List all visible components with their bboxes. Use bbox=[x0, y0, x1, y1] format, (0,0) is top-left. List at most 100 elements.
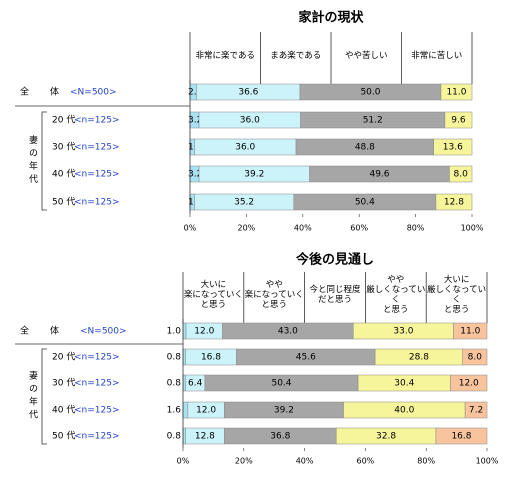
value-label: 6.4 bbox=[188, 379, 203, 389]
value-label: 50.4 bbox=[271, 379, 291, 389]
bar-segment bbox=[450, 374, 488, 392]
x-tick-label: 80% bbox=[417, 457, 435, 466]
value-label: 0.8 bbox=[167, 432, 182, 442]
value-label: 8.0 bbox=[468, 353, 483, 363]
value-label: 50.0 bbox=[360, 88, 380, 98]
x-tick-label: 60% bbox=[357, 457, 375, 466]
legend-label: 大いに 厳しくなっていく と思う bbox=[427, 275, 487, 315]
value-label: 3.2 bbox=[188, 170, 202, 180]
x-tick-label: 0% bbox=[184, 224, 197, 233]
value-label: 28.8 bbox=[409, 353, 429, 363]
x-tick-label: 40% bbox=[296, 457, 314, 466]
value-label: 48.8 bbox=[355, 143, 375, 153]
value-label: 43.0 bbox=[278, 327, 298, 337]
group-bracket bbox=[41, 348, 47, 445]
sample-size: <n=125> bbox=[74, 406, 120, 416]
bar-segment bbox=[440, 83, 473, 101]
value-label: 50.4 bbox=[355, 198, 375, 208]
value-label: 0.8 bbox=[167, 379, 182, 389]
bar-segment bbox=[433, 138, 473, 156]
value-label: 39.2 bbox=[274, 406, 294, 416]
value-label: 13.6 bbox=[443, 143, 463, 153]
category-label: 30 代 bbox=[52, 142, 75, 153]
value-label: 36.0 bbox=[240, 116, 260, 126]
legend-item: 非常に楽である bbox=[195, 51, 255, 61]
value-label: 45.6 bbox=[296, 353, 316, 363]
value-label: 16.8 bbox=[201, 353, 221, 363]
value-label: 32.8 bbox=[376, 432, 396, 442]
legend-item: やや苦しい bbox=[344, 51, 388, 61]
value-label: 1.6 bbox=[167, 406, 182, 416]
x-tick-label: 100% bbox=[476, 457, 499, 466]
value-label: 12.0 bbox=[194, 327, 214, 337]
value-label: 0.8 bbox=[167, 353, 182, 363]
x-tick-label: 20% bbox=[238, 224, 256, 233]
category-label: 50 代 bbox=[52, 197, 75, 208]
chart-title: 今後の見通し bbox=[295, 252, 374, 268]
value-label: 9.6 bbox=[451, 116, 466, 126]
x-tick-label: 40% bbox=[294, 224, 312, 233]
value-label: 33.0 bbox=[393, 327, 413, 337]
x-tick-label: 0% bbox=[177, 457, 190, 466]
value-label: 2.4 bbox=[188, 88, 203, 98]
value-label: 11.0 bbox=[446, 88, 466, 98]
value-label: 12.0 bbox=[196, 406, 216, 416]
x-tick-label: 100% bbox=[461, 224, 484, 233]
value-label: 39.2 bbox=[244, 170, 264, 180]
sample-size: <n=125> bbox=[74, 379, 120, 389]
value-label: 7.2 bbox=[469, 406, 483, 416]
value-label: 36.6 bbox=[238, 88, 258, 98]
legend-label: やや 厳しくなっていく と思う bbox=[366, 275, 426, 315]
legend-label: 非常に楽である bbox=[195, 51, 255, 61]
category-label: 30 代 bbox=[52, 378, 75, 389]
legend-item: 大いに 厳しくなっていく と思う bbox=[427, 275, 487, 315]
value-label: 16.8 bbox=[451, 432, 471, 442]
bar-segment bbox=[464, 401, 488, 419]
legend-item: やや 厳しくなっていく と思う bbox=[366, 275, 426, 315]
group-bracket bbox=[41, 111, 47, 211]
sample-size: <n=125> bbox=[74, 170, 120, 180]
legend-label: 非常に苦しい bbox=[411, 51, 463, 61]
bar-segment bbox=[435, 193, 473, 211]
bar-segment bbox=[444, 111, 473, 129]
legend-label: 大いに 楽になっていく と思う bbox=[183, 280, 243, 310]
bar-segment bbox=[182, 401, 189, 419]
value-label: 30.4 bbox=[394, 379, 414, 389]
category-label: 40 代 bbox=[52, 405, 75, 416]
sample-size: <n=125> bbox=[74, 143, 120, 153]
category-label: 全 体 bbox=[20, 86, 65, 98]
value-label: 11.0 bbox=[460, 327, 480, 337]
value-label: 35.2 bbox=[234, 198, 254, 208]
bar-segment bbox=[435, 427, 488, 445]
value-label: 51.2 bbox=[363, 116, 383, 126]
value-label: 12.8 bbox=[195, 432, 215, 442]
sample-size: <N=500> bbox=[70, 88, 117, 98]
legend-label: まあ楽である bbox=[270, 51, 322, 61]
value-label: 1.0 bbox=[167, 327, 182, 337]
value-label: 36.0 bbox=[235, 143, 255, 153]
category-label: 40 代 bbox=[52, 169, 75, 180]
value-label: 36.8 bbox=[270, 432, 290, 442]
bar-segment bbox=[462, 348, 488, 366]
legend-item: やや 楽になっていく と思う bbox=[244, 280, 304, 310]
value-label: 3.2 bbox=[188, 116, 202, 126]
group-label: 妻の年代 bbox=[27, 369, 38, 422]
legend-label: やや 楽になっていく と思う bbox=[244, 280, 304, 310]
legend-item: まあ楽である bbox=[270, 51, 322, 61]
sample-size: <n=125> bbox=[74, 198, 120, 208]
category-label: 50 代 bbox=[52, 431, 75, 442]
legend-item: 今と同じ程度 だと思う bbox=[309, 285, 361, 305]
value-label: 40.0 bbox=[394, 406, 414, 416]
legend-item: 非常に苦しい bbox=[411, 51, 463, 61]
x-tick-label: 20% bbox=[235, 457, 253, 466]
legend-label: やや苦しい bbox=[344, 51, 388, 61]
x-tick-label: 80% bbox=[407, 224, 425, 233]
chart-title: 家計の現状 bbox=[298, 10, 364, 26]
category-label: 20 代 bbox=[52, 352, 75, 363]
sample-size: <n=125> bbox=[74, 432, 120, 442]
category-label: 20 代 bbox=[52, 115, 75, 126]
legend-label: 今と同じ程度 だと思う bbox=[309, 285, 361, 305]
bar-segment bbox=[449, 165, 473, 183]
x-tick-label: 60% bbox=[350, 224, 368, 233]
